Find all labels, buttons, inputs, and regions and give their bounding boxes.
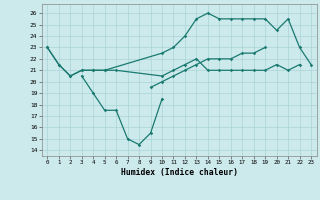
X-axis label: Humidex (Indice chaleur): Humidex (Indice chaleur): [121, 168, 238, 177]
